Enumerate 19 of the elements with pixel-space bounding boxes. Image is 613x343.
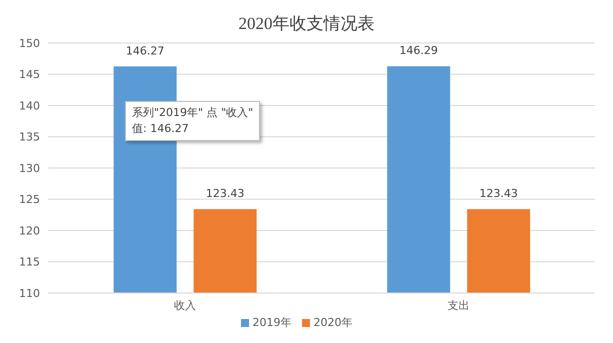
y-tick-label: 150 xyxy=(19,36,40,50)
legend-label: 2019年 xyxy=(252,316,292,329)
data-label: 146.27 xyxy=(126,44,164,58)
x-tick-label: 支出 xyxy=(447,298,470,312)
chart-title: 2020年收支情况表 xyxy=(238,13,376,35)
y-tick-label: 110 xyxy=(19,286,40,300)
y-tick-label: 125 xyxy=(19,193,40,206)
y-tick-label: 140 xyxy=(19,99,40,112)
data-label: 123.43 xyxy=(479,187,518,200)
y-tick-label: 145 xyxy=(19,68,40,82)
y-tick-label: 135 xyxy=(19,130,40,144)
x-tick-label: 收入 xyxy=(174,298,196,312)
legend-label: 2020年 xyxy=(314,316,352,329)
data-label: 146.29 xyxy=(399,44,438,58)
annotation: 系列"2019年" 点 "收入" 值: 146.27 xyxy=(125,101,260,141)
y-tick-label: 120 xyxy=(19,224,40,238)
y-tick-label: 115 xyxy=(19,256,40,269)
data-label: 123.43 xyxy=(206,187,244,200)
y-tick-label: 130 xyxy=(19,162,40,175)
